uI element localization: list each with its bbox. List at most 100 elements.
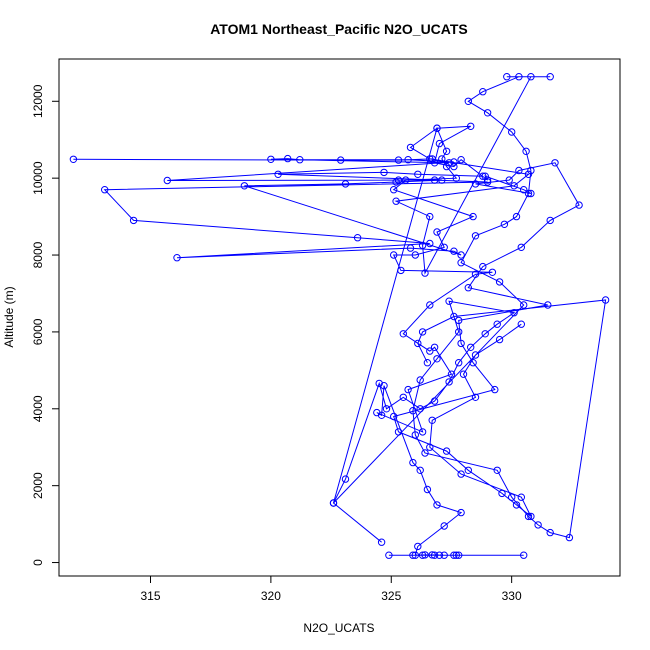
data-point <box>515 166 523 175</box>
data-point <box>575 201 583 209</box>
data-point <box>471 232 480 240</box>
data-point <box>471 393 480 401</box>
data-point <box>426 155 434 163</box>
y-tick-label: 4000 <box>31 395 45 422</box>
data-point <box>457 156 465 164</box>
data-point <box>392 178 400 186</box>
data-point <box>129 216 138 225</box>
data-point <box>500 220 509 229</box>
data-point <box>423 359 432 367</box>
data-point <box>495 335 504 344</box>
data-point <box>284 154 292 163</box>
data-point <box>382 405 391 413</box>
data-point <box>399 393 407 401</box>
data-point <box>442 447 451 455</box>
data-point <box>428 416 436 424</box>
data-point <box>433 355 441 363</box>
data-point <box>426 301 434 309</box>
data-point <box>455 316 463 325</box>
data-point <box>426 347 434 355</box>
axis-ticks: 315 320 325 330 0 2000 4000 6000 8000 10000 12000 <box>31 84 522 603</box>
data-point <box>274 170 282 179</box>
data-point <box>373 408 381 417</box>
data-point <box>440 243 448 252</box>
data-point <box>464 466 472 474</box>
data-point <box>450 158 458 166</box>
y-tick-label: 10000 <box>31 161 45 195</box>
data-point <box>527 512 535 521</box>
data-point <box>491 385 499 394</box>
data-point <box>546 528 554 537</box>
data-point <box>467 343 475 351</box>
data-point <box>394 428 403 436</box>
data-point <box>428 551 436 559</box>
data-point <box>483 109 492 117</box>
data-point <box>440 551 448 559</box>
data-point <box>433 124 441 132</box>
data-point <box>430 176 439 184</box>
data-point <box>442 162 451 171</box>
data-point <box>447 370 456 378</box>
data-point <box>329 499 338 507</box>
data-point <box>414 542 422 551</box>
data-point <box>479 88 487 96</box>
data-point <box>455 328 463 336</box>
data-point <box>421 269 429 277</box>
data-point <box>467 122 475 131</box>
x-axis-label: N2O_UCATS <box>303 621 374 635</box>
data-point <box>450 162 458 171</box>
data-point <box>375 379 383 388</box>
data-point <box>459 370 468 378</box>
data-point <box>426 239 434 248</box>
data-point <box>493 320 501 328</box>
data-point <box>457 259 465 267</box>
data-point <box>464 284 472 292</box>
data-point <box>517 243 525 252</box>
data-point <box>409 458 417 467</box>
data-point <box>469 212 477 221</box>
data-point <box>390 251 398 259</box>
data-point <box>517 320 525 328</box>
data-point <box>445 159 453 167</box>
data-point <box>418 551 427 559</box>
data-point <box>520 301 528 309</box>
data-point <box>430 343 439 351</box>
data-point <box>457 251 465 259</box>
data-point <box>483 176 492 184</box>
data-point <box>377 538 386 546</box>
data-point <box>438 176 446 184</box>
data-point <box>101 186 109 194</box>
data-point <box>481 330 489 338</box>
data-point <box>471 270 480 278</box>
data-point <box>394 176 403 184</box>
data-point <box>450 551 458 559</box>
data-point <box>390 412 398 421</box>
data-point <box>423 485 432 494</box>
data-point <box>546 73 554 81</box>
series-line-3 <box>332 299 607 543</box>
data-point <box>426 212 434 221</box>
x-tick-label: 320 <box>261 589 281 603</box>
y-tick-label: 2000 <box>31 472 45 499</box>
data-point <box>421 551 429 559</box>
data-point <box>505 176 513 184</box>
data-point <box>380 382 388 390</box>
data-point <box>512 212 521 221</box>
x-tick-label: 325 <box>381 589 401 603</box>
data-point <box>464 97 472 106</box>
data-point <box>534 521 542 529</box>
data-point <box>418 428 427 436</box>
data-point <box>551 159 559 167</box>
data-point <box>471 180 480 188</box>
data-point <box>493 466 501 474</box>
data-point <box>601 296 610 304</box>
data-point <box>442 147 451 156</box>
data-point <box>267 155 275 164</box>
data-point <box>404 385 412 394</box>
data-point <box>416 466 424 474</box>
data-point <box>527 166 535 175</box>
data-point <box>508 493 516 501</box>
data-point <box>510 309 518 317</box>
x-tick-label: 315 <box>140 589 160 603</box>
